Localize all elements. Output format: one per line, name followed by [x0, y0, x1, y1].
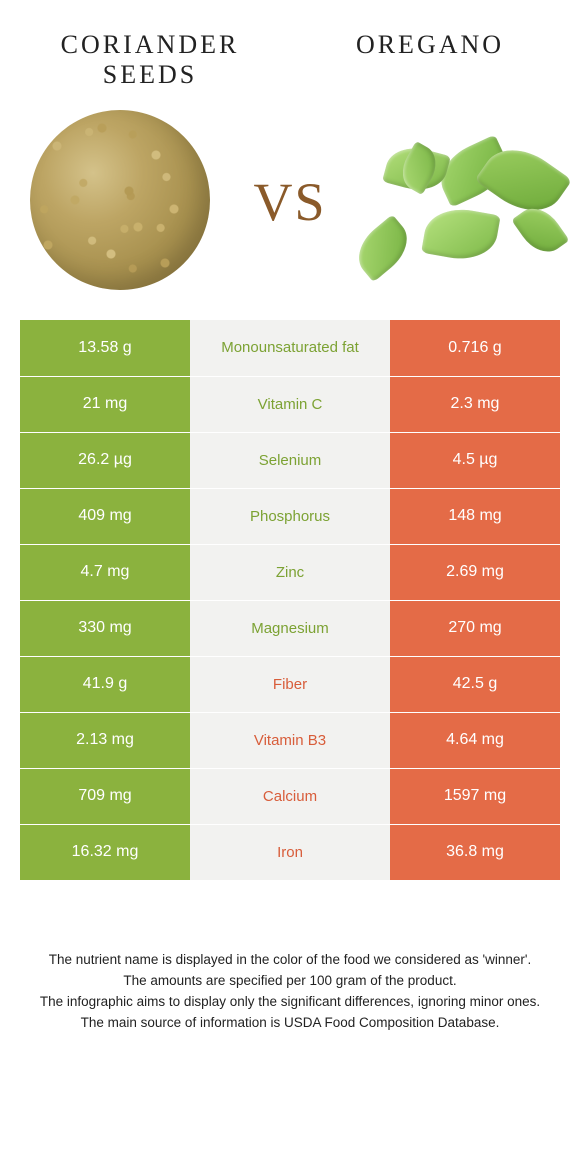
right-value-cell: 148 mg	[390, 489, 560, 544]
right-value-cell: 4.5 µg	[390, 433, 560, 488]
left-value-cell: 409 mg	[20, 489, 190, 544]
table-row: 41.9 gFiber42.5 g	[20, 656, 560, 712]
oregano-leaf-icon	[348, 214, 418, 282]
left-value-cell: 41.9 g	[20, 657, 190, 712]
nutrient-label-cell: Iron	[190, 825, 390, 880]
footer-line: The amounts are specified per 100 gram o…	[30, 971, 550, 992]
comparison-table: 13.58 gMonounsaturated fat0.716 g21 mgVi…	[20, 320, 560, 880]
table-row: 2.13 mgVitamin B34.64 mg	[20, 712, 560, 768]
right-value-cell: 2.3 mg	[390, 377, 560, 432]
nutrient-label-cell: Zinc	[190, 545, 390, 600]
right-value-cell: 0.716 g	[390, 320, 560, 376]
table-row: 330 mgMagnesium270 mg	[20, 600, 560, 656]
nutrient-label-cell: Vitamin C	[190, 377, 390, 432]
nutrient-label-cell: Calcium	[190, 769, 390, 824]
left-value-cell: 709 mg	[20, 769, 190, 824]
table-row: 709 mgCalcium1597 mg	[20, 768, 560, 824]
nutrient-label-cell: Magnesium	[190, 601, 390, 656]
right-food-title: OREGANO	[330, 30, 530, 90]
nutrient-label-cell: Selenium	[190, 433, 390, 488]
nutrient-label-cell: Vitamin B3	[190, 713, 390, 768]
left-value-cell: 13.58 g	[20, 320, 190, 376]
oregano-image	[350, 115, 550, 285]
vs-label: VS	[253, 171, 326, 233]
nutrient-label-cell: Monounsaturated fat	[190, 320, 390, 376]
footer-notes: The nutrient name is displayed in the co…	[30, 950, 550, 1034]
right-value-cell: 1597 mg	[390, 769, 560, 824]
right-value-cell: 42.5 g	[390, 657, 560, 712]
left-value-cell: 26.2 µg	[20, 433, 190, 488]
right-value-cell: 2.69 mg	[390, 545, 560, 600]
right-value-cell: 4.64 mg	[390, 713, 560, 768]
left-value-cell: 2.13 mg	[20, 713, 190, 768]
seeds-circle-icon	[30, 110, 210, 290]
table-row: 16.32 mgIron36.8 mg	[20, 824, 560, 880]
right-value-cell: 36.8 mg	[390, 825, 560, 880]
right-value-cell: 270 mg	[390, 601, 560, 656]
table-row: 409 mgPhosphorus148 mg	[20, 488, 560, 544]
nutrient-label-cell: Fiber	[190, 657, 390, 712]
table-row: 4.7 mgZinc2.69 mg	[20, 544, 560, 600]
oregano-leaf-icon	[421, 203, 501, 265]
nutrient-label-cell: Phosphorus	[190, 489, 390, 544]
footer-line: The main source of information is USDA F…	[30, 1013, 550, 1034]
header: CORIANDER SEEDS OREGANO	[0, 0, 580, 100]
coriander-seeds-image	[30, 110, 210, 290]
left-value-cell: 330 mg	[20, 601, 190, 656]
footer-line: The infographic aims to display only the…	[30, 992, 550, 1013]
table-row: 21 mgVitamin C2.3 mg	[20, 376, 560, 432]
left-value-cell: 4.7 mg	[20, 545, 190, 600]
left-value-cell: 16.32 mg	[20, 825, 190, 880]
table-row: 13.58 gMonounsaturated fat0.716 g	[20, 320, 560, 376]
table-row: 26.2 µgSelenium4.5 µg	[20, 432, 560, 488]
hero-row: VS	[0, 100, 580, 310]
footer-line: The nutrient name is displayed in the co…	[30, 950, 550, 971]
left-food-title: CORIANDER SEEDS	[50, 30, 250, 90]
left-value-cell: 21 mg	[20, 377, 190, 432]
